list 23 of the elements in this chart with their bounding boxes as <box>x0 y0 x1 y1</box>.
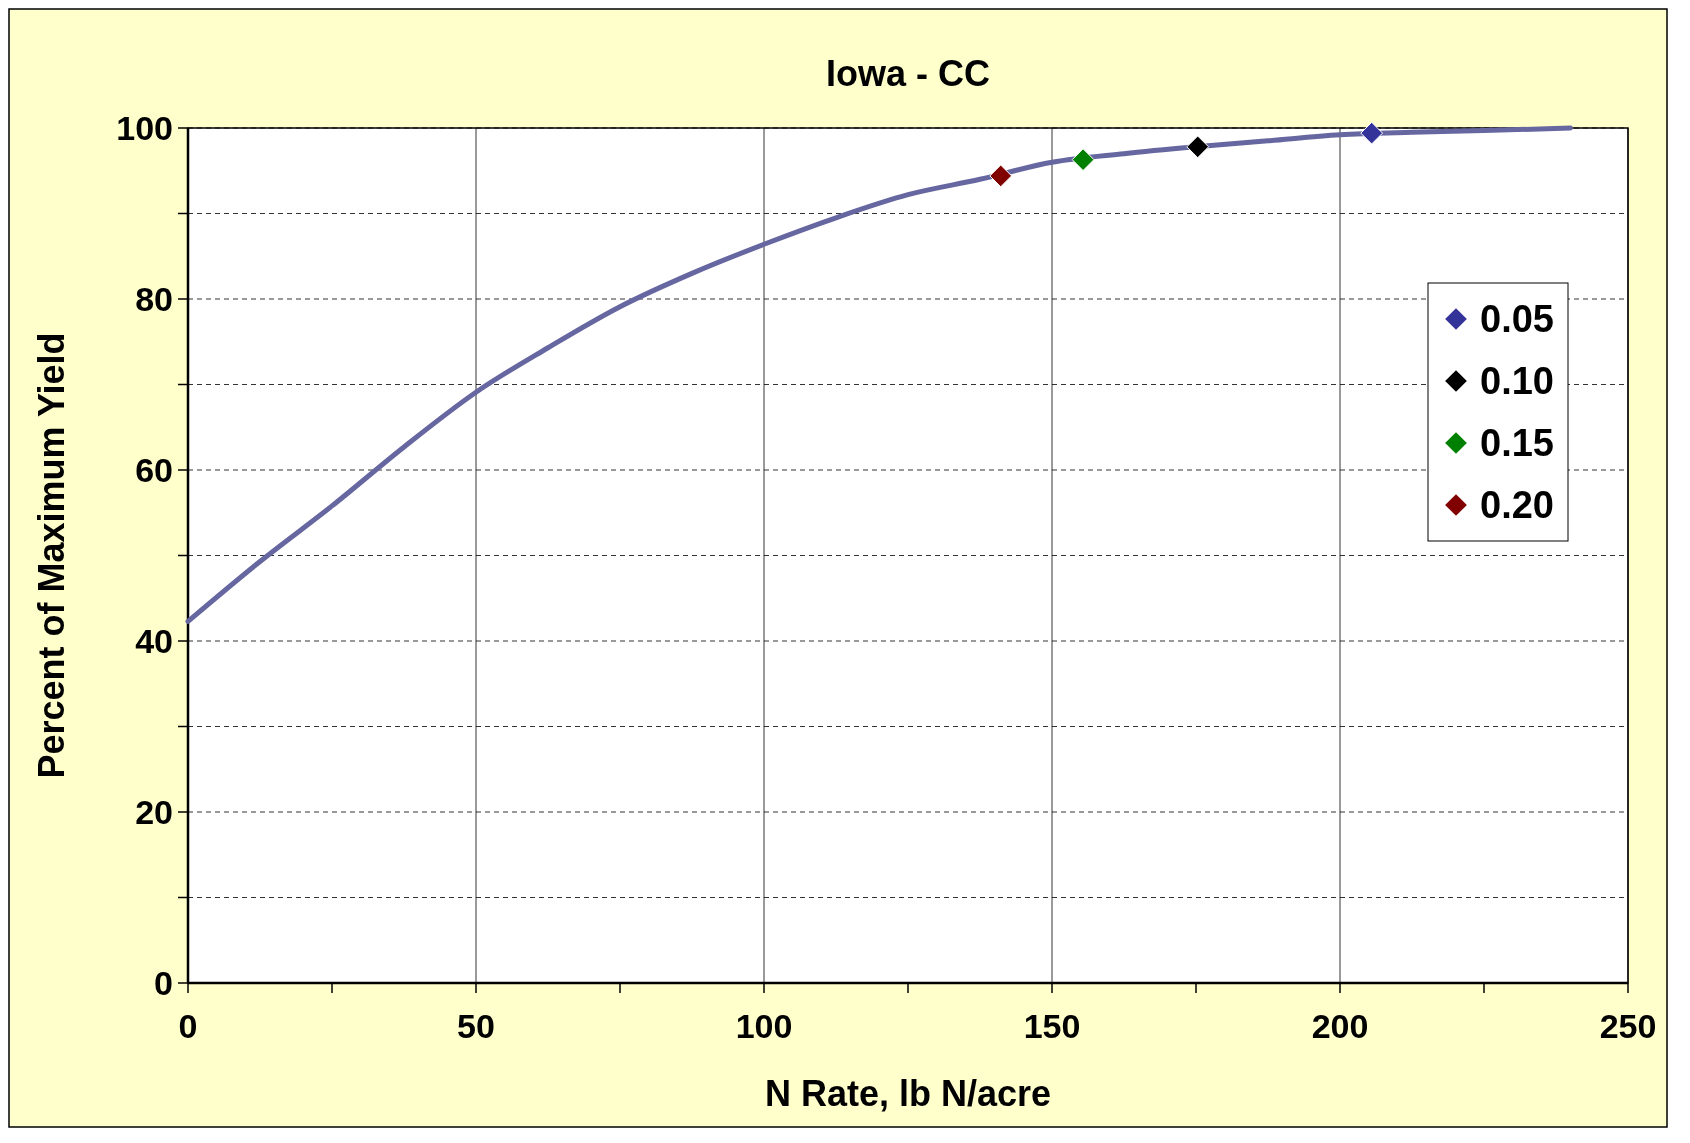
x-tick-label: 150 <box>1023 1007 1081 1045</box>
legend-label: 0.05 <box>1480 298 1554 340</box>
legend-label: 0.20 <box>1480 484 1554 526</box>
y-tick-label: 20 <box>135 793 173 831</box>
y-tick-label: 40 <box>135 622 173 660</box>
y-tick-label: 60 <box>135 451 173 489</box>
x-tick-label: 200 <box>1311 1007 1369 1045</box>
point <box>989 164 1013 188</box>
y-tick-label: 0 <box>154 964 173 1002</box>
x-tick-label: 100 <box>735 1007 793 1045</box>
x-axis-title: N Rate, lb N/acre <box>764 1073 1052 1114</box>
x-tick-label: 250 <box>1599 1007 1657 1045</box>
x-tick-label: 0 <box>178 1007 198 1045</box>
point <box>1071 148 1095 171</box>
x-tick-label: 50 <box>457 1007 495 1045</box>
chart-title: Iowa - CC <box>825 53 991 94</box>
y-tick-label: 100 <box>116 109 173 147</box>
point <box>1360 121 1384 145</box>
legend-label: 0.10 <box>1480 360 1554 402</box>
legend-label: 0.15 <box>1480 422 1554 464</box>
y-axis-title: Percent of Maximum Yield <box>31 332 72 779</box>
point <box>1186 135 1210 159</box>
y-tick-label: 80 <box>135 280 173 318</box>
